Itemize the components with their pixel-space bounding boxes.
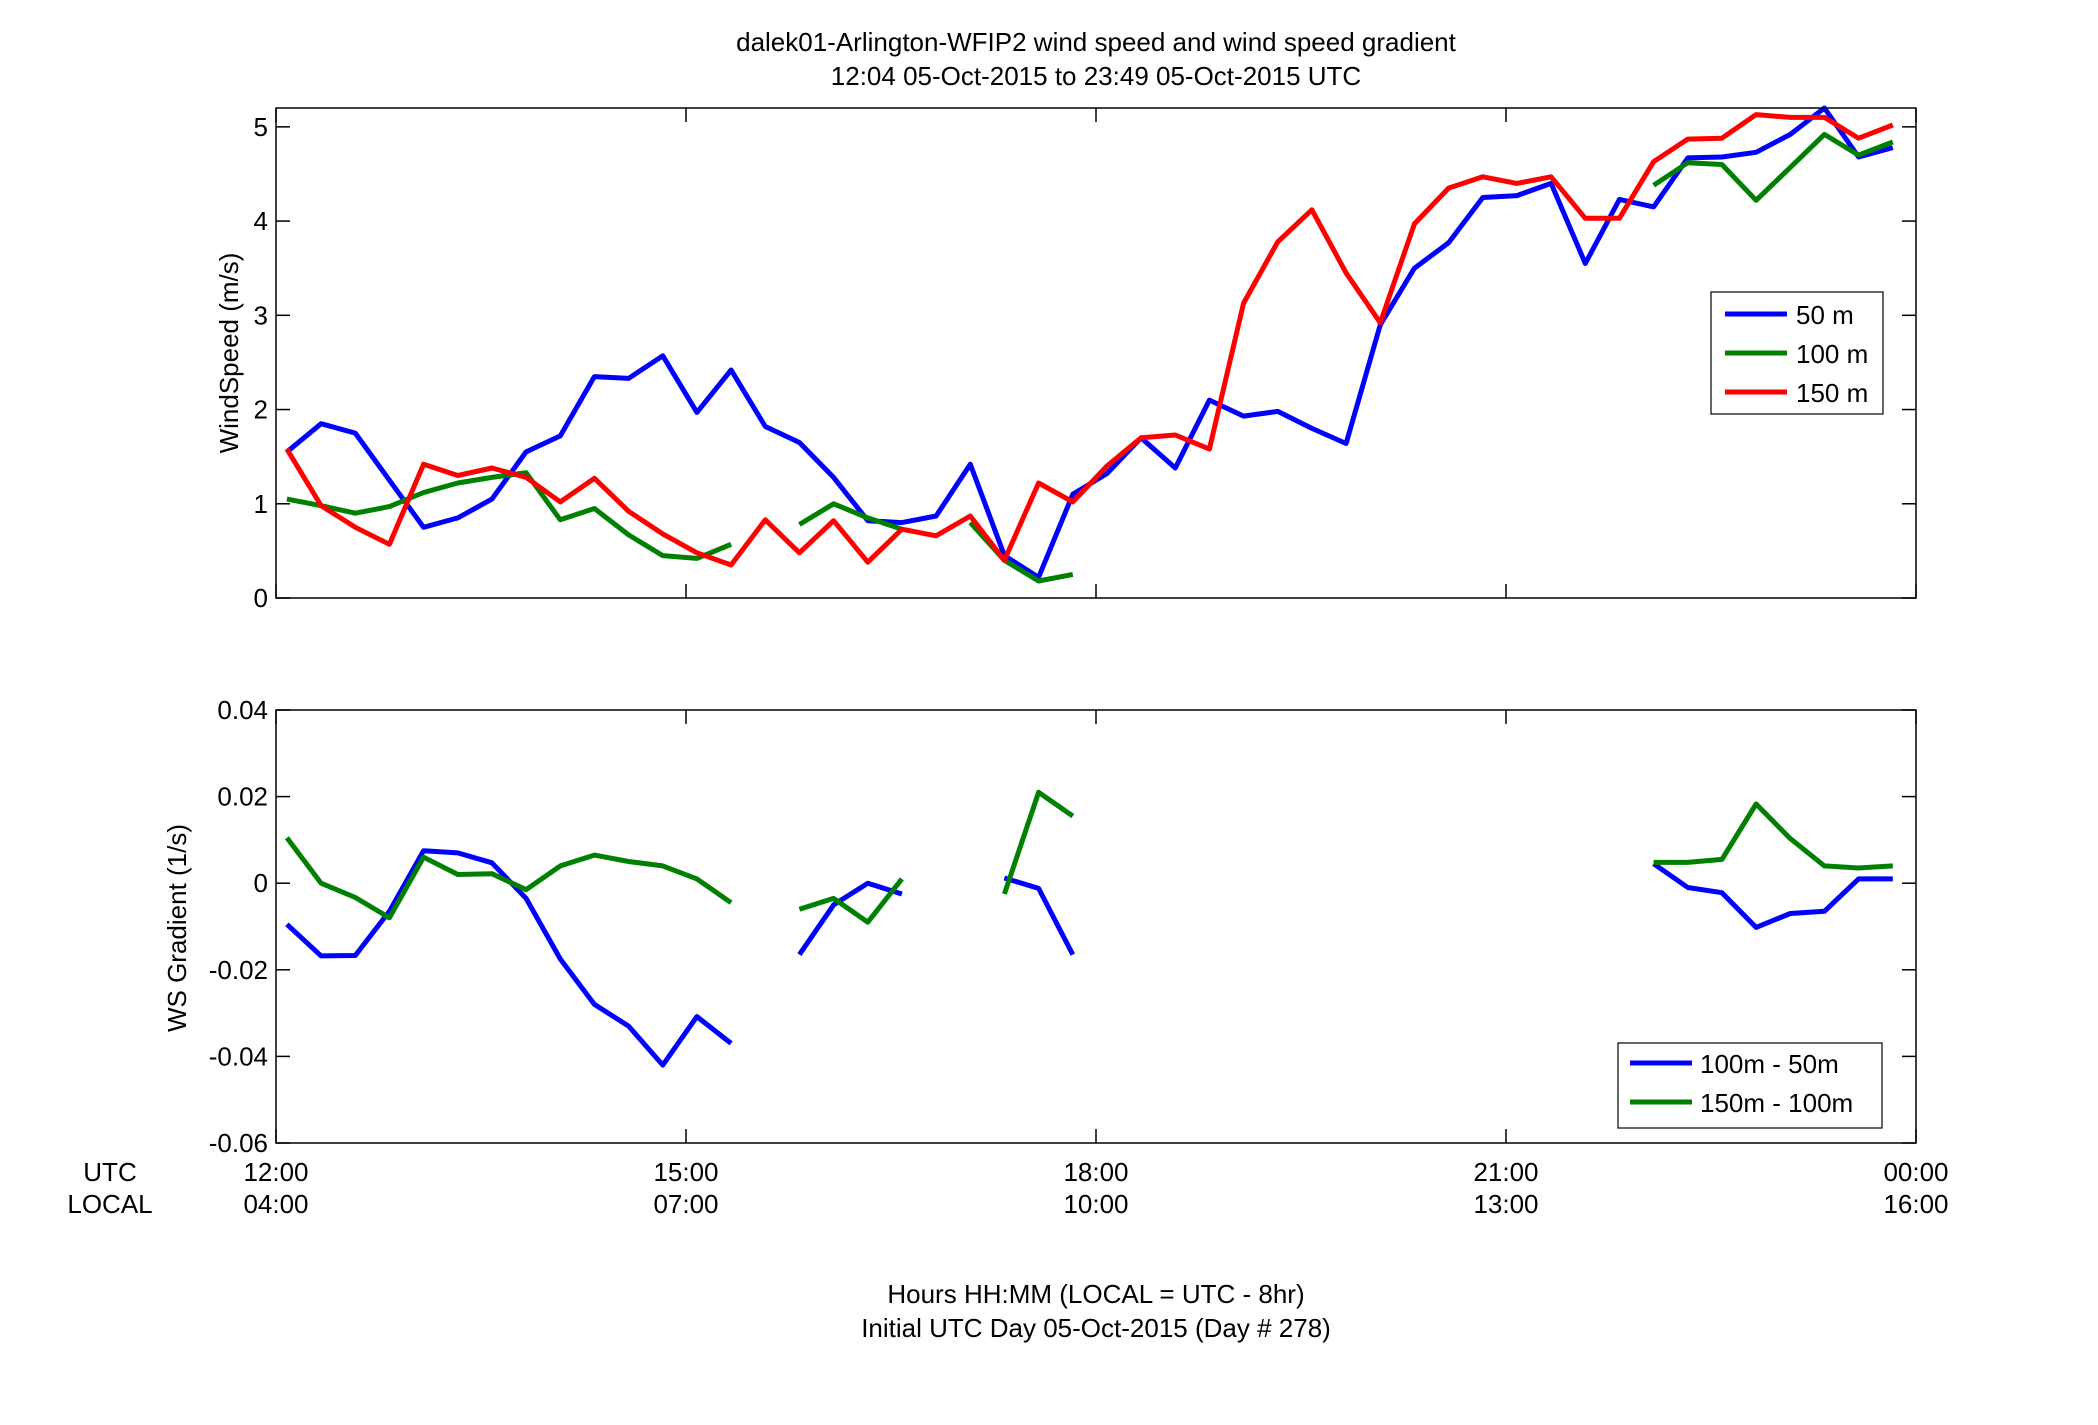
xtick-label-utc: 15:00 (653, 1157, 718, 1187)
xtick-label-utc: 12:00 (243, 1157, 308, 1187)
windspeed-ytick-label: 1 (254, 489, 268, 519)
windspeed-ytick-label: 2 (254, 395, 268, 425)
gradient-panel: -0.06 -0.04 -0.02 0 0.02 0.04 WS Gradient (1/… (162, 695, 1917, 1158)
windspeed-plot-lines (284, 105, 1894, 584)
windspeed-ytick-label: 0 (254, 583, 268, 613)
gradient-plot-lines (284, 789, 1893, 1068)
gradient-legend-box (1617, 1042, 1883, 1129)
local-row-label: LOCAL (67, 1189, 152, 1219)
utc-row-label: UTC (83, 1157, 136, 1187)
chart-title-line2: 12:04 05-Oct-2015 to 23:49 05-Oct-2015 U… (831, 61, 1361, 91)
windspeed-panel: 0 1 2 3 4 5 WindSpeed (m/s) 50 m 100 m 150 m (214, 105, 1917, 613)
gradient-ytick-label: -0.06 (209, 1128, 268, 1158)
xtick-label-utc: 00:00 (1883, 1157, 1948, 1187)
legend-label-150m-100m: 150m - 100m (1700, 1088, 1853, 1118)
gradient-ticks: -0.06 -0.04 -0.02 0 0.02 0.04 (209, 695, 1917, 1158)
chart-title-line1: dalek01-Arlington-WFIP2 wind speed and w… (736, 27, 1457, 57)
windspeed-ytick-label: 4 (254, 206, 268, 236)
gradient-ytick-label: 0 (254, 868, 268, 898)
xtick-label-local: 10:00 (1063, 1189, 1128, 1219)
gradient-ytick-label: 0.02 (217, 782, 268, 812)
xtick-label-local: 13:00 (1473, 1189, 1538, 1219)
legend-label-100m-50m: 100m - 50m (1700, 1049, 1839, 1079)
xtick-label-local: 07:00 (653, 1189, 718, 1219)
legend-label-50m: 50 m (1796, 300, 1854, 330)
gradient-legend: 100m - 50m 150m - 100m (1617, 1042, 1883, 1129)
windspeed-ytick-label: 3 (254, 300, 268, 330)
windspeed-ytick-label: 5 (254, 112, 268, 142)
series-line-150-m (284, 112, 1894, 568)
windspeed-ylabel: WindSpeed (m/s) (214, 253, 244, 454)
xtick-label-utc: 18:00 (1063, 1157, 1128, 1187)
xlabel-line1: Hours HH:MM (LOCAL = UTC - 8hr) (887, 1279, 1304, 1309)
gradient-ylabel: WS Gradient (1/s) (162, 824, 192, 1032)
xtick-label-utc: 21:00 (1473, 1157, 1538, 1187)
xlabel-line2: Initial UTC Day 05-Oct-2015 (Day # 278) (861, 1313, 1331, 1343)
legend-label-100m: 100 m (1796, 339, 1868, 369)
series-line-150m-100m (284, 789, 1893, 925)
xtick-label-local: 04:00 (243, 1189, 308, 1219)
gradient-ytick-label: -0.02 (209, 955, 268, 985)
gradient-ytick-label: -0.04 (209, 1041, 268, 1071)
xtick-label-local: 16:00 (1883, 1189, 1948, 1219)
legend-label-150m: 150 m (1796, 378, 1868, 408)
gradient-ytick-label: 0.04 (217, 695, 268, 725)
windspeed-ticks: 0 1 2 3 4 5 (254, 108, 1917, 613)
windspeed-legend: 50 m 100 m 150 m (1710, 291, 1884, 415)
